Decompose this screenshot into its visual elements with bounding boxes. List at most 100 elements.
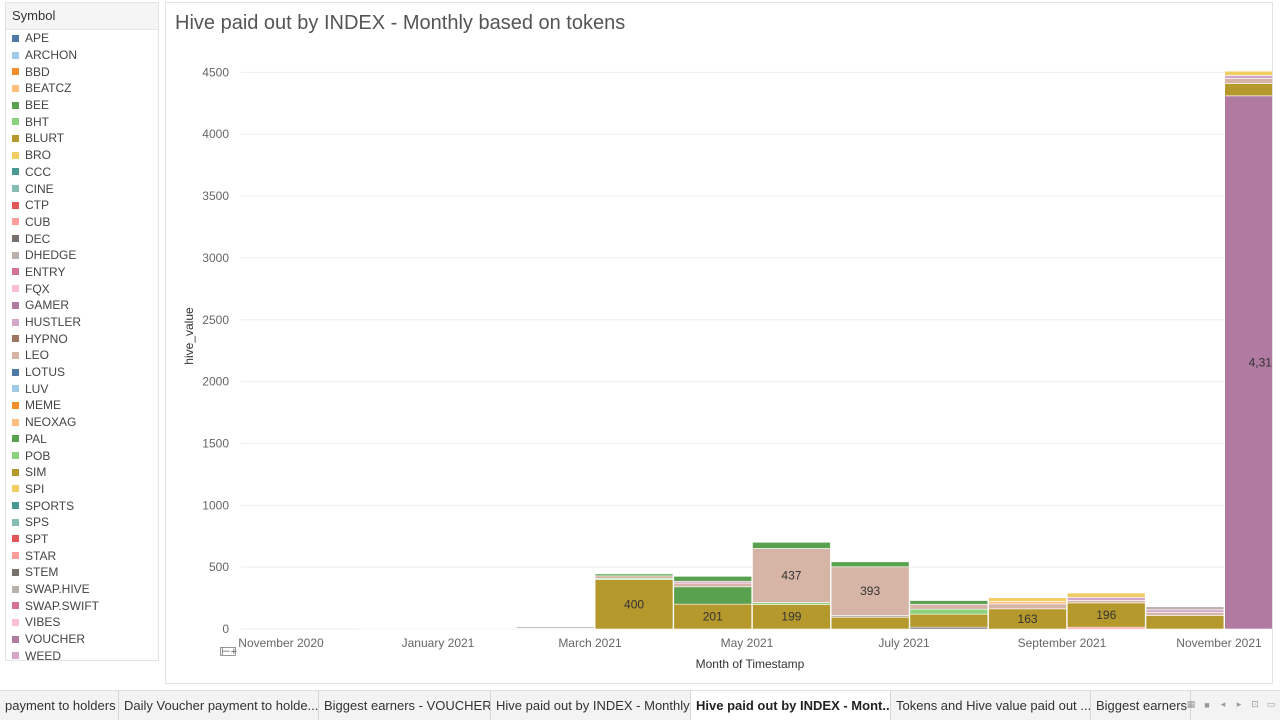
bar-segment[interactable]: [673, 586, 752, 605]
bar-segment[interactable]: [673, 603, 752, 630]
bar-segment[interactable]: [909, 600, 989, 605]
legend-item[interactable]: SWAP.SWIFT: [6, 597, 158, 614]
grid-view-icon[interactable]: ▦: [1186, 699, 1196, 709]
bar-segment[interactable]: [1145, 615, 1225, 630]
bar-segment[interactable]: [988, 601, 1067, 605]
sheet-tab[interactable]: Tokens and Hive value paid out ...: [891, 691, 1091, 720]
bar-segment[interactable]: [830, 561, 910, 568]
next-tab-icon[interactable]: ▸: [1236, 699, 1242, 709]
legend-item[interactable]: CINE: [6, 180, 158, 197]
sheet-tab[interactable]: Daily Voucher payment to holde...: [119, 691, 319, 720]
bar-segment[interactable]: [673, 582, 752, 588]
legend-item[interactable]: POB: [6, 447, 158, 464]
legend-swatch: [12, 51, 19, 59]
legend-item[interactable]: STEM: [6, 564, 158, 581]
prev-tab-icon[interactable]: ◂: [1220, 699, 1226, 709]
bar-segment[interactable]: [1066, 600, 1146, 604]
bar-segment[interactable]: [437, 627, 516, 629]
legend-item[interactable]: BEATCZ: [6, 80, 158, 97]
bar-segment[interactable]: [594, 575, 674, 579]
bar-segment[interactable]: [1224, 95, 1272, 630]
bar-segment[interactable]: [1224, 78, 1272, 84]
bar-segment[interactable]: [988, 597, 1067, 602]
legend-item[interactable]: CCC: [6, 164, 158, 181]
bar-segment[interactable]: [988, 603, 1067, 610]
legend-item[interactable]: DHEDGE: [6, 247, 158, 264]
legend-swatch: [12, 251, 19, 259]
expand-axis-icon[interactable]: ⊢+: [220, 646, 238, 658]
filmstrip-icon[interactable]: ■: [1204, 699, 1210, 710]
legend-item[interactable]: SWAP.HIVE: [6, 581, 158, 598]
legend-item[interactable]: SPS: [6, 514, 158, 531]
legend-item[interactable]: STAR: [6, 547, 158, 564]
present-icon[interactable]: ▭: [1266, 699, 1276, 709]
fit-icon[interactable]: ⊡: [1251, 699, 1259, 709]
legend-item[interactable]: APE: [6, 30, 158, 47]
legend-swatch: [12, 468, 19, 476]
bar-segment[interactable]: [1145, 609, 1225, 613]
legend-item[interactable]: BLURT: [6, 130, 158, 147]
legend-label: STEM: [25, 565, 59, 580]
legend-item[interactable]: BHT: [6, 113, 158, 130]
bar-segment[interactable]: [673, 576, 752, 582]
bar-segment[interactable]: [909, 608, 989, 615]
sheet-tab[interactable]: payment to holders: [0, 691, 119, 720]
legend-item[interactable]: LEO: [6, 347, 158, 364]
bar-segment[interactable]: [1145, 612, 1225, 616]
legend-item[interactable]: BBD: [6, 63, 158, 80]
bar-segment[interactable]: [1066, 597, 1146, 601]
bar-segment[interactable]: [909, 603, 989, 610]
legend-list: APE ARCHON BBD BEATCZ BEE BHT BLURT BRO CCC CINE C…: [6, 30, 158, 661]
legend-swatch: [12, 235, 19, 243]
legend-label: SPORTS: [25, 498, 75, 513]
sheet-tab[interactable]: Hive paid out by INDEX - Monthly: [491, 691, 691, 720]
bar-segment[interactable]: [516, 626, 595, 629]
bar-segment[interactable]: [1066, 602, 1146, 628]
legend-item[interactable]: NEOXAG: [6, 414, 158, 431]
bar-segment[interactable]: [1066, 592, 1146, 598]
legend-item[interactable]: CUB: [6, 214, 158, 231]
legend-swatch: [12, 68, 19, 76]
legend-item[interactable]: GAMER: [6, 297, 158, 314]
bar-segment[interactable]: [752, 541, 831, 549]
legend-item[interactable]: PAL: [6, 431, 158, 448]
bar-segment[interactable]: [830, 616, 910, 630]
bar-segment[interactable]: [1224, 70, 1272, 76]
legend-item[interactable]: FQX: [6, 280, 158, 297]
bar-segment[interactable]: [594, 573, 674, 577]
legend-label: WEED: [25, 648, 61, 661]
legend-item[interactable]: DEC: [6, 230, 158, 247]
legend-item[interactable]: SPT: [6, 531, 158, 548]
bar-segment[interactable]: [752, 548, 831, 603]
bar-segment[interactable]: [1145, 606, 1225, 611]
bar-segment[interactable]: [1224, 83, 1272, 97]
sheet-tab[interactable]: Biggest earners - VOUCHER: [319, 691, 491, 720]
legend-item[interactable]: LUV: [6, 380, 158, 397]
legend-item[interactable]: HYPNO: [6, 330, 158, 347]
legend-item[interactable]: VIBES: [6, 614, 158, 631]
legend-item[interactable]: WEED: [6, 647, 158, 661]
x-tick-label: November 2020: [238, 636, 324, 650]
legend-item[interactable]: SIM: [6, 464, 158, 481]
legend-item[interactable]: ARCHON: [6, 47, 158, 64]
legend-item[interactable]: HUSTLER: [6, 314, 158, 331]
legend-item[interactable]: CTP: [6, 197, 158, 214]
legend-item[interactable]: BEE: [6, 97, 158, 114]
bar-segment[interactable]: [909, 613, 989, 628]
bar-segment[interactable]: [830, 566, 910, 616]
x-tick-label: March 2021: [558, 636, 622, 650]
sheet-tab[interactable]: Biggest earners: [1091, 691, 1191, 720]
legend-item[interactable]: LOTUS: [6, 364, 158, 381]
legend-item[interactable]: MEME: [6, 397, 158, 414]
bar-segment[interactable]: [358, 628, 438, 630]
sheet-tab[interactable]: Hive paid out by INDEX - Mont...: [691, 691, 891, 720]
bar-segment[interactable]: [1224, 75, 1272, 79]
y-tick-label: 1500: [202, 436, 229, 450]
legend-item[interactable]: VOUCHER: [6, 631, 158, 648]
legend-item[interactable]: SPORTS: [6, 497, 158, 514]
bar-segment[interactable]: [594, 579, 674, 630]
legend-item[interactable]: ENTRY: [6, 264, 158, 281]
bar-segment[interactable]: [752, 604, 831, 630]
legend-item[interactable]: BRO: [6, 147, 158, 164]
legend-item[interactable]: SPI: [6, 481, 158, 498]
